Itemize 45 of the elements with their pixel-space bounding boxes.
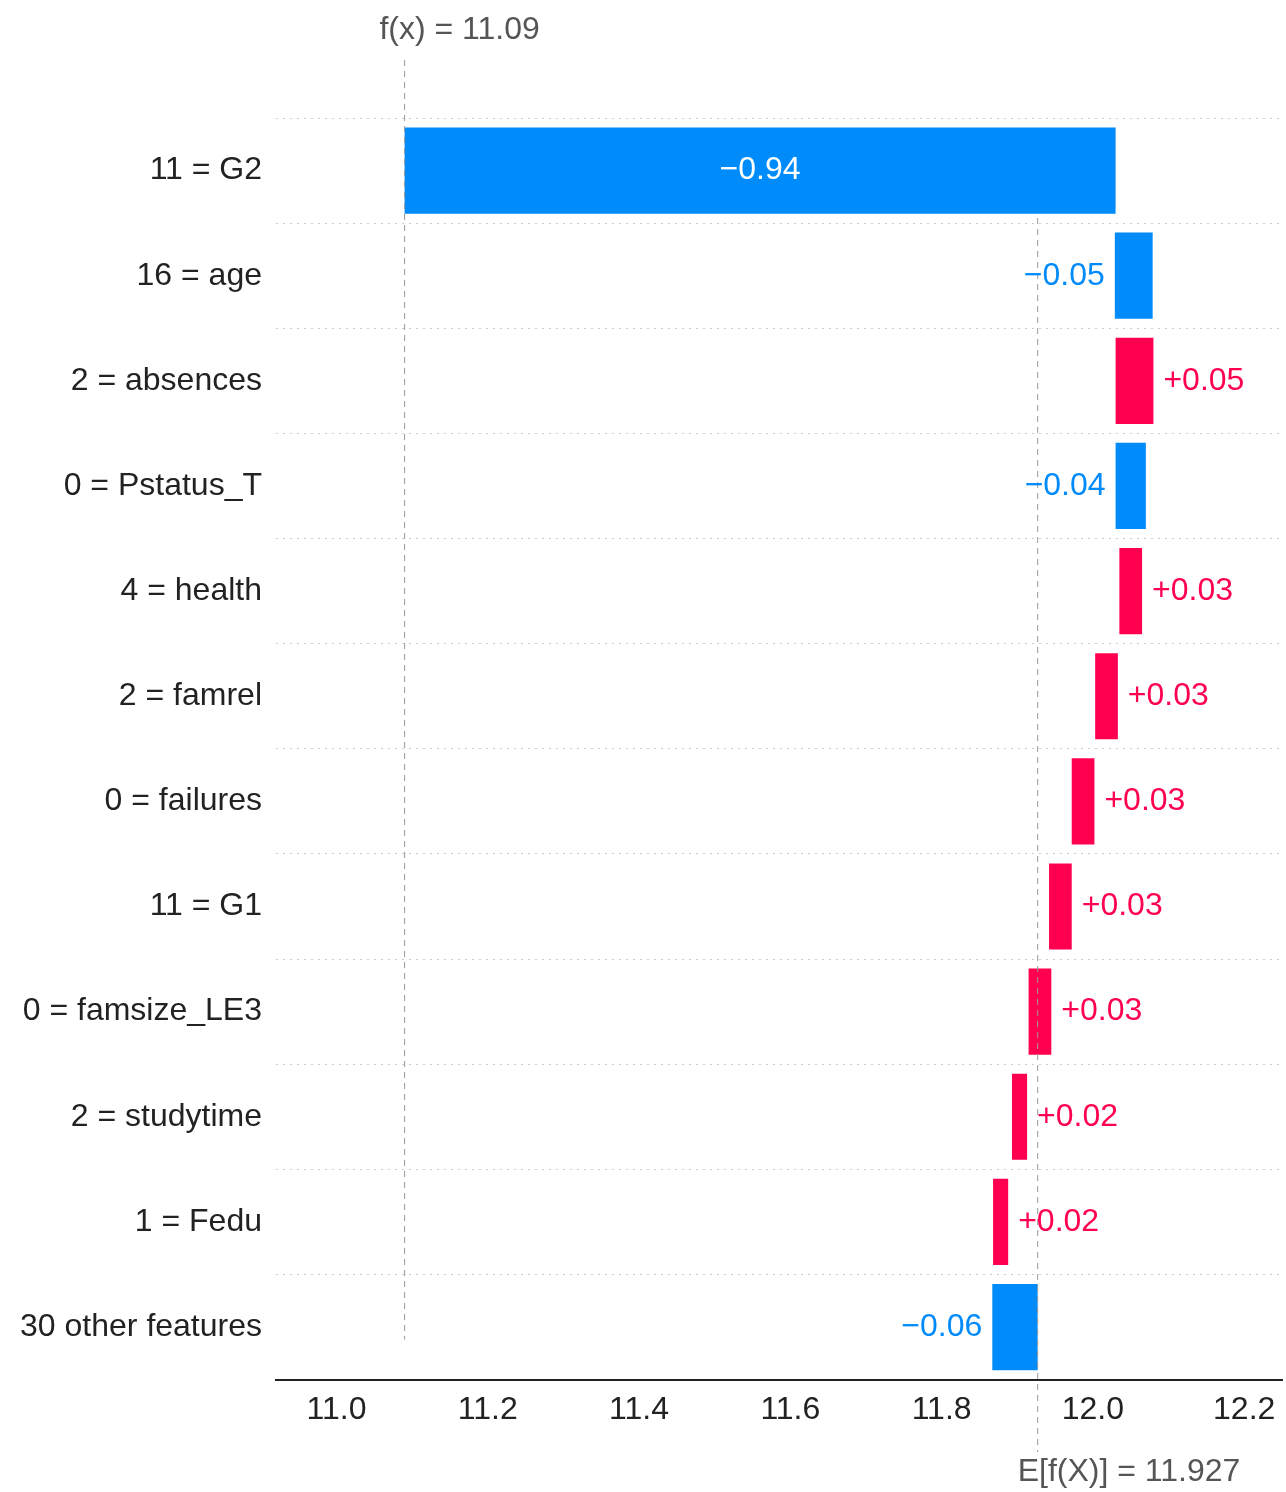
x-tick-label: 12.0 <box>1061 1389 1125 1426</box>
bar <box>1028 968 1052 1055</box>
data-label: +0.03 <box>1152 570 1234 607</box>
y-tick-label: 4 = health <box>120 570 262 607</box>
x-tick-label: 11.4 <box>609 1389 670 1426</box>
y-tick-label: 1 = Fedu <box>134 1201 262 1238</box>
x-tick-label: 11.8 <box>911 1389 972 1426</box>
ref-line-label: f(x) = 11.09 <box>379 9 540 46</box>
data-label: +0.02 <box>1037 1096 1119 1133</box>
y-tick-label: 2 = studytime <box>70 1096 262 1133</box>
bar <box>1011 1073 1028 1160</box>
bar <box>1119 548 1143 635</box>
data-label: −0.05 <box>1023 255 1105 292</box>
bar <box>1115 337 1154 424</box>
x-tick-label: 11.2 <box>457 1389 518 1426</box>
x-tick-label: 11.6 <box>760 1389 821 1426</box>
bar <box>1095 653 1118 740</box>
bar <box>992 1283 1038 1371</box>
x-tick-label: 12.2 <box>1213 1389 1276 1426</box>
bar <box>1114 232 1153 319</box>
data-label: −0.04 <box>1024 465 1106 502</box>
bar <box>1115 442 1146 530</box>
data-label: +0.05 <box>1163 360 1245 397</box>
ref-line-label: E[f(X)] = 11.927 <box>1017 1451 1241 1488</box>
y-tick-label: 11 = G1 <box>149 886 262 923</box>
y-tick-label: 30 other features <box>20 1306 262 1343</box>
y-tick-label: 0 = Pstatus_T <box>63 465 262 502</box>
bar <box>1049 863 1072 950</box>
data-label: −0.06 <box>901 1306 983 1343</box>
data-label: +0.03 <box>1127 676 1209 713</box>
y-tick-label: 16 = age <box>136 255 262 292</box>
y-tick-label: 0 = failures <box>104 781 262 818</box>
bar <box>1071 758 1095 845</box>
y-tick-label: 11 = G2 <box>149 150 262 187</box>
bar <box>993 1178 1009 1266</box>
y-tick-label: 2 = absences <box>70 360 262 397</box>
data-label: +0.03 <box>1061 991 1143 1028</box>
x-tick-label: 11.0 <box>306 1389 367 1426</box>
y-tick-label: 2 = famrel <box>118 676 262 713</box>
data-label: +0.03 <box>1081 886 1163 923</box>
y-tick-label: 0 = famsize_LE3 <box>22 991 262 1028</box>
data-label: +0.03 <box>1104 781 1186 818</box>
data-label: +0.02 <box>1018 1201 1100 1238</box>
data-label: −0.94 <box>719 150 801 187</box>
bar <box>404 127 1116 214</box>
